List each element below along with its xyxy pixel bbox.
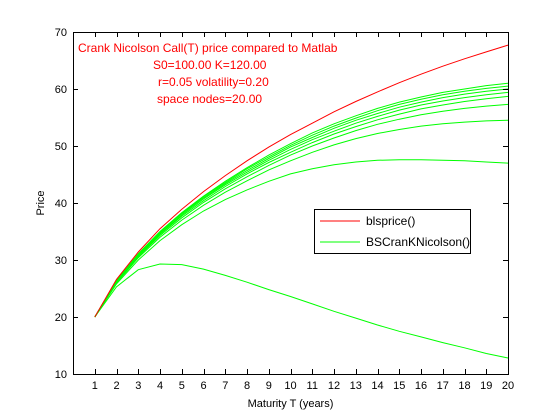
x-axis-label: Maturity T (years) (248, 398, 334, 410)
annotation-block: Crank Nicolson Call(T) price compared to… (78, 41, 338, 106)
y-axis-ticks: 10 20 30 40 50 60 70 (55, 27, 508, 381)
series-layer (94, 44, 509, 359)
legend-box (314, 209, 471, 254)
series-line-crank-nicolson-6 (94, 103, 509, 318)
annotation-line-4: space nodes=20.00 (157, 92, 262, 106)
y-tick-label: 40 (55, 198, 67, 210)
y-tick-label: 10 (55, 369, 67, 381)
x-tick-label: 1 (92, 380, 98, 392)
x-tick-label: 20 (502, 380, 514, 392)
plot-area (73, 32, 508, 374)
x-tick-label: 3 (135, 380, 141, 392)
x-tick-label: 18 (458, 380, 470, 392)
y-tick-label: 70 (55, 27, 67, 39)
x-tick-label: 2 (113, 380, 119, 392)
x-tick-label: 6 (200, 380, 206, 392)
y-tick-label: 30 (55, 255, 67, 267)
series-line-crank-nicolson-5 (94, 95, 509, 318)
x-tick-label: 7 (222, 380, 228, 392)
series-line-crank-nicolson-8 (94, 159, 509, 318)
x-tick-label: 16 (415, 380, 427, 392)
annotation-line-2: S0=100.00 K=120.00 (153, 58, 267, 72)
annotation-line-3: r=0.05 volatility=0.20 (158, 75, 269, 89)
x-tick-label: 8 (244, 380, 250, 392)
x-tick-label: 11 (307, 380, 318, 392)
series-line-crank-nicolson-9 (94, 263, 509, 359)
annotation-line-1: Crank Nicolson Call(T) price compared to… (78, 41, 338, 55)
legend-label-crank-nicolson: BSCranKNicolson() (366, 235, 470, 249)
y-tick-label: 60 (55, 84, 67, 96)
x-tick-label: 4 (157, 380, 163, 392)
x-tick-label: 9 (266, 380, 272, 392)
x-tick-label: 13 (350, 380, 362, 392)
y-tick-label: 50 (55, 141, 67, 153)
y-axis-label: Price (35, 190, 47, 215)
legend-label-blsprice: blsprice() (366, 214, 415, 228)
x-tick-label: 15 (393, 380, 405, 392)
x-tick-label: 14 (371, 380, 383, 392)
x-tick-label: 10 (284, 380, 296, 392)
x-tick-label: 12 (328, 380, 340, 392)
legend: blsprice() BSCranKNicolson() (314, 209, 471, 254)
x-tick-label: 17 (437, 380, 449, 392)
x-tick-label: 19 (480, 380, 492, 392)
series-line-crank-nicolson-3 (94, 88, 509, 318)
series-line-crank-nicolson-7 (94, 119, 509, 318)
series-line-blsprice (94, 44, 509, 318)
x-tick-label: 5 (179, 380, 185, 392)
y-tick-label: 20 (55, 312, 67, 324)
x-axis-ticks: 1 2 3 4 5 6 7 8 9 10 11 12 13 14 15 16 17 18 19 20 (92, 32, 514, 392)
